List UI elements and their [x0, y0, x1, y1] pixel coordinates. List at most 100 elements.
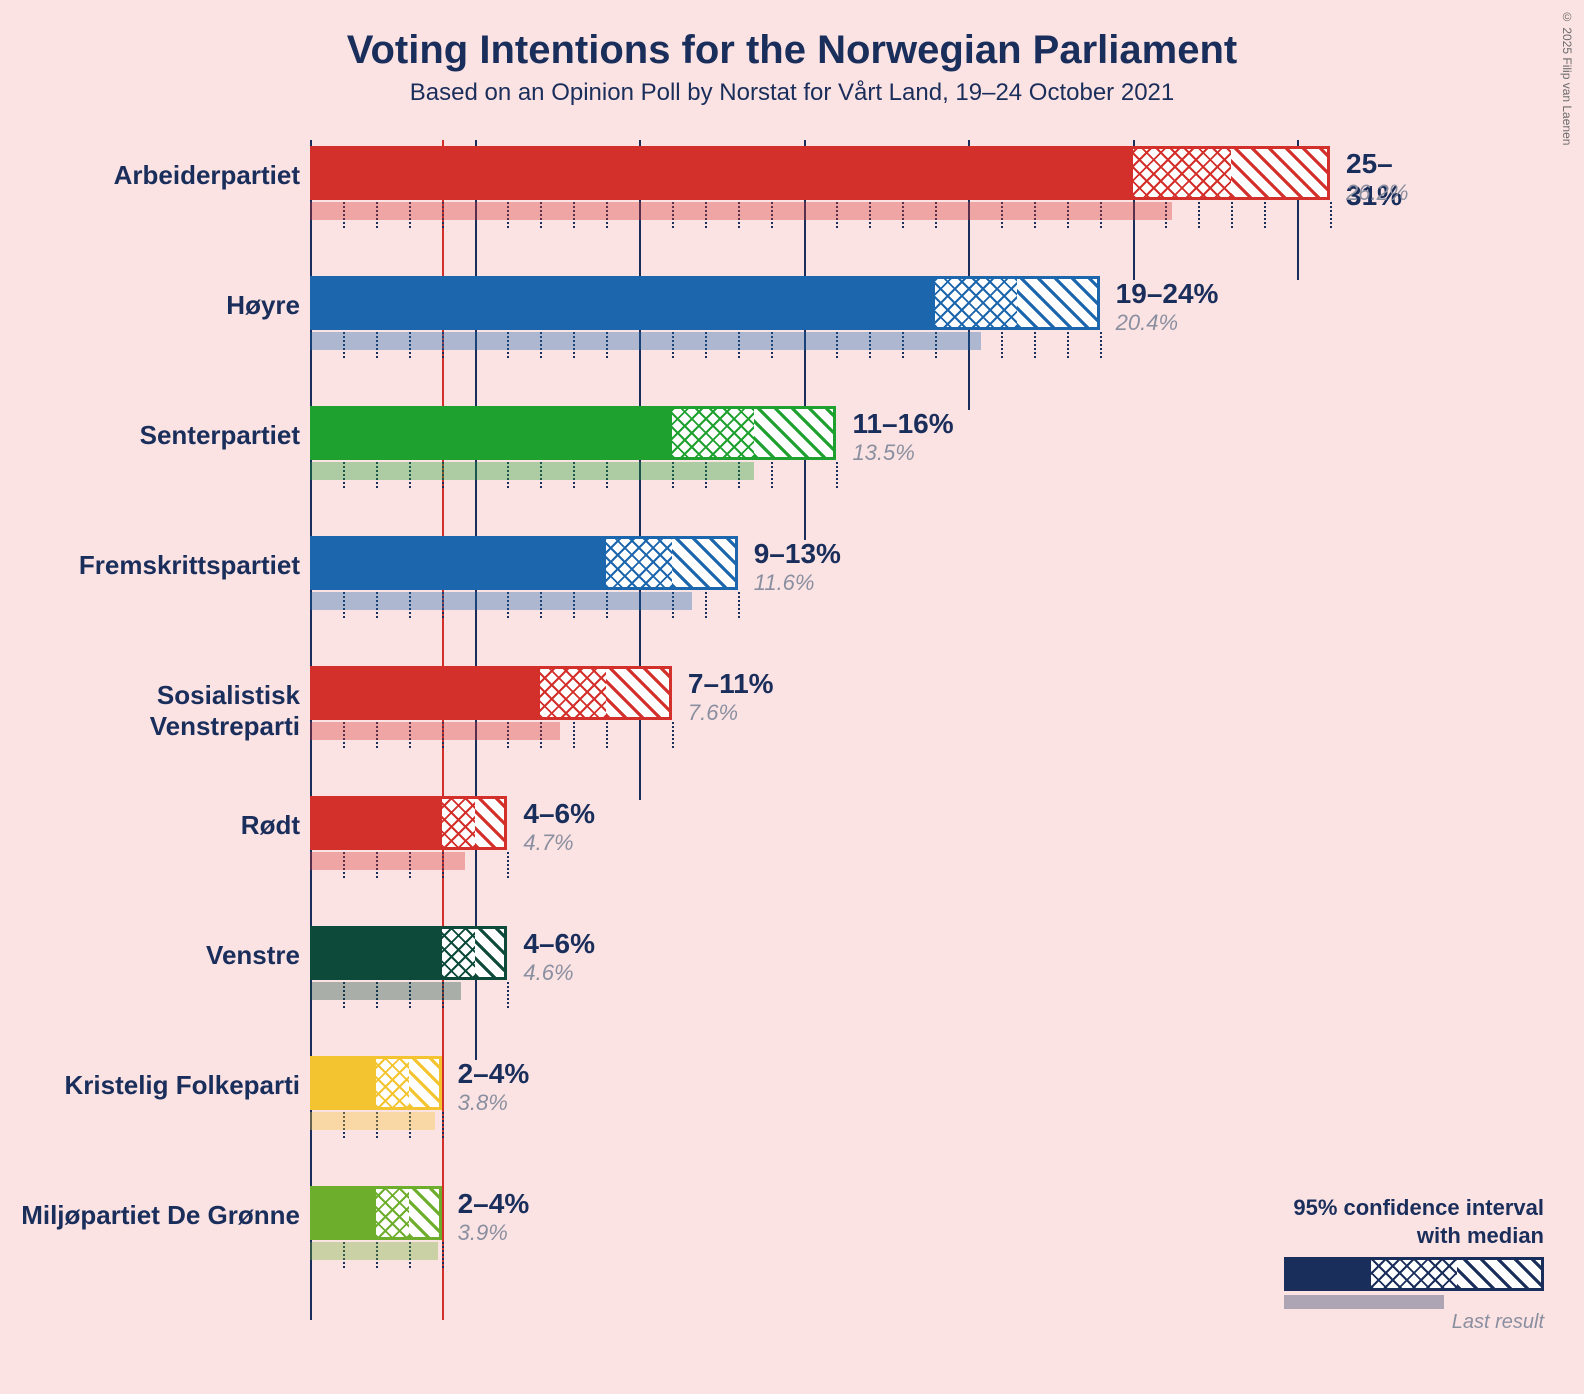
bar-low-segment [310, 1186, 376, 1240]
gridline-minor [705, 592, 707, 618]
party-row: Fremskrittspartiet9–13%11.6% [310, 536, 1330, 666]
last-result-bar [310, 982, 461, 1000]
bar-median-segment [442, 796, 475, 850]
bar-low-segment [310, 926, 442, 980]
value-last-label: 11.6% [754, 570, 815, 596]
gridline-minor [1198, 202, 1200, 228]
value-range-label: 19–24% [1116, 278, 1219, 310]
last-result-bar [310, 592, 692, 610]
party-row: Senterpartiet11–16%13.5% [310, 406, 1330, 536]
bar-median-segment [540, 666, 606, 720]
chart-subtitle: Based on an Opinion Poll by Norstat for … [0, 73, 1584, 107]
value-last-label: 4.7% [523, 830, 573, 856]
gridline-minor [606, 722, 608, 748]
value-last-label: 4.6% [523, 960, 573, 986]
bar-median-segment [376, 1056, 409, 1110]
gridline-minor [507, 852, 509, 878]
value-range-label: 4–6% [523, 798, 595, 830]
gridline-minor [1264, 202, 1266, 228]
value-last-label: 20.4% [1116, 310, 1178, 336]
value-range-label: 2–4% [458, 1188, 530, 1220]
value-last-label: 3.8% [458, 1090, 508, 1116]
bar-high-segment [475, 796, 508, 850]
value-range-label: 11–16% [852, 408, 953, 440]
party-label: Rødt [0, 810, 300, 841]
party-label: Venstre [0, 940, 300, 971]
last-result-bar [310, 852, 465, 870]
last-result-bar [310, 1242, 438, 1260]
value-range-label: 7–11% [688, 668, 774, 700]
chart-area: Arbeiderpartiet25–31%26.2%Høyre19–24%20.… [310, 140, 1330, 1330]
party-label: Arbeiderpartiet [0, 160, 300, 191]
copyright-text: © 2025 Filip van Laenen [1560, 10, 1574, 145]
bar-low-segment [310, 666, 540, 720]
party-label: Kristelig Folkeparti [0, 1070, 300, 1101]
value-last-label: 7.6% [688, 700, 738, 726]
legend-line2: with median [1417, 1223, 1544, 1248]
value-range-label: 9–13% [754, 538, 841, 570]
gridline-minor [1001, 332, 1003, 358]
value-range-label: 2–4% [458, 1058, 530, 1090]
bar-low-segment [310, 406, 672, 460]
bar-median-segment [1133, 146, 1232, 200]
gridline-minor [836, 462, 838, 488]
bar-low-segment [310, 796, 442, 850]
value-last-label: 3.9% [458, 1220, 508, 1246]
value-last-label: 26.2% [1346, 180, 1408, 206]
gridline-minor [771, 462, 773, 488]
legend-title: 95% confidence interval with median [1224, 1194, 1544, 1249]
last-result-bar [310, 202, 1172, 220]
party-label: Sosialistisk Venstreparti [0, 680, 300, 742]
gridline-minor [507, 982, 509, 1008]
bar-median-segment [442, 926, 475, 980]
value-range-label: 4–6% [523, 928, 595, 960]
last-result-bar [310, 1112, 435, 1130]
gridline-minor [442, 1112, 444, 1138]
value-last-label: 13.5% [852, 440, 914, 466]
gridline-minor [738, 592, 740, 618]
party-row: Sosialistisk Venstreparti7–11%7.6% [310, 666, 1330, 796]
bar-median-segment [376, 1186, 409, 1240]
bar-high-segment [1231, 146, 1330, 200]
party-row: Høyre19–24%20.4% [310, 276, 1330, 406]
bar-high-segment [409, 1186, 442, 1240]
gridline-minor [573, 722, 575, 748]
bar-high-segment [672, 536, 738, 590]
last-result-bar [310, 462, 754, 480]
party-label: Høyre [0, 290, 300, 321]
gridline-minor [1034, 332, 1036, 358]
bar-median-segment [672, 406, 754, 460]
bar-high-segment [475, 926, 508, 980]
last-result-bar [310, 722, 560, 740]
bar-low-segment [310, 146, 1133, 200]
party-label: Senterpartiet [0, 420, 300, 451]
legend: 95% confidence interval with median Last… [1224, 1194, 1544, 1334]
chart-title: Voting Intentions for the Norwegian Parl… [0, 0, 1584, 73]
legend-line1: 95% confidence interval [1293, 1195, 1544, 1220]
bar-median-segment [935, 276, 1017, 330]
bar-high-segment [1017, 276, 1099, 330]
legend-last-result-bar [1284, 1295, 1544, 1309]
bar-high-segment [409, 1056, 442, 1110]
bar-low-segment [310, 1056, 376, 1110]
party-row: Arbeiderpartiet25–31%26.2% [310, 146, 1330, 276]
gridline-minor [442, 1242, 444, 1268]
gridline-minor [1231, 202, 1233, 228]
gridline-minor [1067, 332, 1069, 358]
party-row: Rødt4–6%4.7% [310, 796, 1330, 926]
party-label: Miljøpartiet De Grønne [0, 1200, 300, 1231]
gridline-minor [1100, 332, 1102, 358]
party-label: Fremskrittspartiet [0, 550, 300, 581]
bar-high-segment [754, 406, 836, 460]
legend-last-result-label: Last result [1224, 1311, 1544, 1334]
party-row: Miljøpartiet De Grønne2–4%3.9% [310, 1186, 1330, 1316]
legend-bar-sample [1284, 1257, 1544, 1291]
last-result-bar [310, 332, 981, 350]
gridline-minor [1330, 202, 1332, 228]
bar-median-segment [606, 536, 672, 590]
party-row: Kristelig Folkeparti2–4%3.8% [310, 1056, 1330, 1186]
bar-low-segment [310, 276, 935, 330]
party-row: Venstre4–6%4.6% [310, 926, 1330, 1056]
gridline-minor [672, 722, 674, 748]
bar-low-segment [310, 536, 606, 590]
